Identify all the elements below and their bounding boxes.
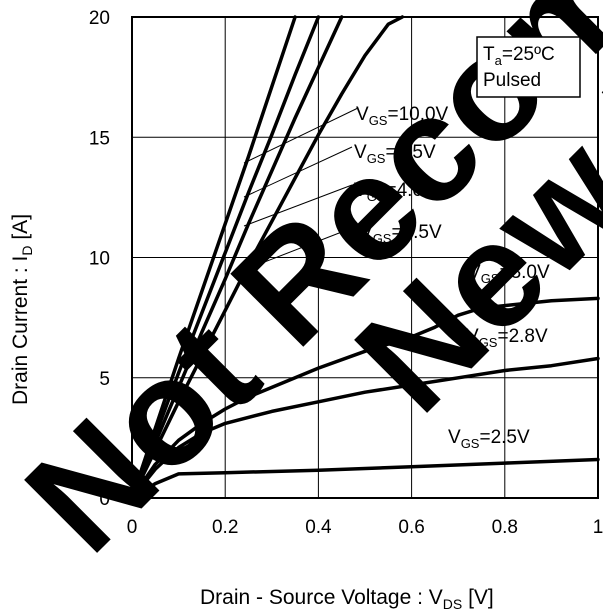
x-tick-label: 0.6 [398, 517, 424, 538]
series-line-3 [130, 15, 405, 500]
series-line-6 [130, 457, 600, 500]
label-leader-0 [243, 107, 359, 164]
y-tick-label: 15 [89, 128, 110, 149]
series-label-6: VGS=2.5V [448, 427, 530, 451]
series-label-2: VGS=4.0V [354, 180, 436, 204]
y-tick-label: 5 [99, 369, 110, 390]
y-tick-label: 0 [99, 489, 110, 510]
label-leader-2 [243, 184, 353, 227]
condition-temperature: Ta=25ºC [483, 44, 555, 68]
series-label-3: VGS=3.5V [360, 222, 442, 246]
series-line-1 [130, 15, 321, 500]
y-axis-title: Drain Current : ID [A] [9, 214, 35, 405]
curve-labels: VGS=10.0V VGS=4.5V VGS=4.0V VGS=3.5V VGS=3.0… [243, 104, 550, 451]
condition-box-frame [476, 36, 581, 98]
label-leader-1 [243, 146, 353, 198]
series-label-5: VGS=2.8V [466, 326, 548, 350]
series-label-4: VGS=3.0V [468, 262, 550, 286]
x-tick-label: 0.8 [492, 517, 518, 538]
x-axis-title: Drain - Source Voltage : VDS [V] [200, 586, 494, 612]
label-leader-3 [243, 227, 353, 271]
x-tick-label: 0.2 [212, 517, 238, 538]
series-group [130, 15, 600, 500]
series-label-0: VGS=10.0V [356, 104, 449, 128]
y-tick-label: 10 [89, 249, 110, 270]
condition-box: Ta=25ºC Pulsed [476, 36, 581, 98]
series-line-4 [130, 296, 600, 500]
series-label-1: VGS=4.5V [354, 142, 436, 166]
x-tick-label: 0 [127, 517, 138, 538]
y-tick-label: 20 [89, 8, 110, 29]
grid [132, 17, 598, 498]
condition-pulsed: Pulsed [483, 70, 541, 91]
x-tick-label: 1 [593, 517, 603, 538]
series-line-2 [130, 15, 344, 500]
x-tick-label: 0.4 [305, 517, 332, 538]
series-line-5 [130, 356, 600, 500]
series-line-0 [130, 15, 297, 500]
plot-frame [131, 16, 599, 499]
